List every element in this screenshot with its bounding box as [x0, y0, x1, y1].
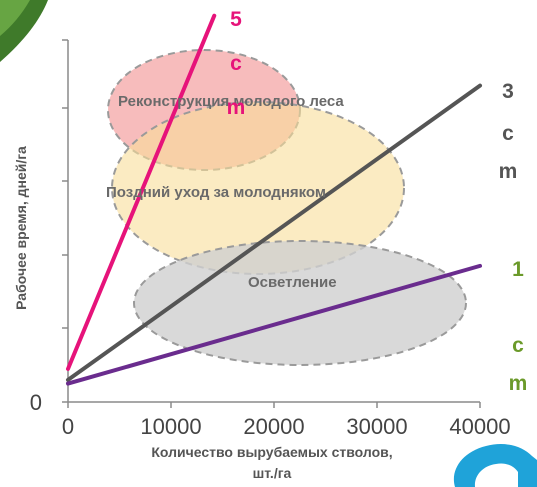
series-label-1cm: 1 c m	[509, 258, 528, 395]
x-tick-label: 20000	[243, 414, 304, 439]
series-label-3cm-line3: m	[499, 160, 518, 183]
x-tick-label: 40000	[449, 414, 510, 439]
series-label-5cm-line3: m	[227, 96, 246, 119]
zone-label-reconstruction: Реконструкция молодого леса	[118, 93, 344, 110]
x-tick-marks	[67, 402, 481, 408]
series-label-3cm-line1: 3	[502, 80, 514, 103]
series-label-5cm: 5 c m	[227, 8, 246, 119]
y-tick-marks	[62, 39, 68, 403]
leaf-decoration	[0, 0, 48, 62]
series-line-1	[66, 13, 217, 371]
series-label-3cm-line2: c	[502, 122, 514, 145]
x-tick-labels: 0 10000 20000 30000 40000	[62, 414, 511, 439]
series-label-5cm-line1: 5	[230, 8, 242, 31]
zone-clearing	[133, 240, 467, 366]
zone-label-clearing: Осветление	[248, 274, 337, 291]
series-lines	[66, 13, 482, 386]
logo-decoration	[453, 444, 537, 487]
x-tick-label: 30000	[346, 414, 407, 439]
y-axis-label: Рабочее время, дней/га	[13, 146, 29, 310]
y-tick-label-0: 0	[30, 390, 42, 415]
series-label-1cm-line2: c	[512, 334, 524, 357]
x-axis-label-line2: шт./га	[253, 465, 292, 481]
x-tick-label: 0	[62, 414, 74, 439]
x-axis-label-line1: Количество вырубаемых стволов,	[151, 444, 392, 460]
series-line-3	[66, 263, 482, 386]
x-tick-label: 10000	[140, 414, 201, 439]
series-label-1cm-line1: 1	[512, 258, 524, 281]
zone-label-late-care: Поздний уход за молодняком	[106, 184, 326, 201]
series-label-3cm: 3 c m	[499, 80, 518, 183]
series-line-2	[66, 83, 482, 382]
series-label-1cm-line3: m	[509, 372, 528, 395]
series-label-5cm-line2: c	[230, 52, 242, 75]
